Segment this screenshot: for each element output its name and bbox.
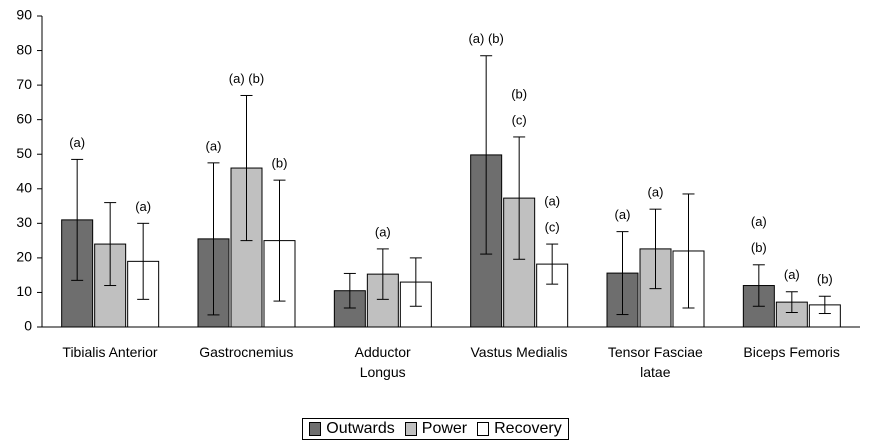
x-tick-label: Gastrocnemius <box>199 344 294 360</box>
annotation: (a) <box>206 138 222 153</box>
legend-swatch <box>309 422 322 436</box>
annotation: (b) <box>511 86 527 101</box>
y-tick-label: 70 <box>16 76 32 92</box>
y-tick-label: 60 <box>16 110 32 126</box>
y-tick-label: 20 <box>16 249 32 265</box>
legend: Outwards Power Recovery <box>0 418 871 440</box>
y-tick-label: 40 <box>16 179 32 195</box>
x-tick-label: Vastus Medialis <box>470 344 568 360</box>
annotation: (a) <box>135 199 151 214</box>
legend-swatch <box>477 422 490 436</box>
y-tick-label: 0 <box>24 318 32 334</box>
legend-item: Outwards <box>309 420 395 438</box>
annotation: (a) <box>784 267 800 282</box>
annotation: (b) <box>817 272 833 287</box>
annotation: (a) <box>375 224 391 239</box>
x-tick-label: Tensor Fasciae latae <box>607 344 703 380</box>
y-tick-label: 50 <box>16 145 32 161</box>
legend-label: Outwards <box>326 420 395 437</box>
legend-swatch <box>404 422 417 436</box>
annotation: (a) (b) <box>229 71 264 86</box>
x-tick-label: Biceps Femoris <box>743 344 840 360</box>
y-tick-label: 10 <box>16 283 32 299</box>
annotation: (a) <box>69 135 85 150</box>
annotation: (a) <box>648 185 664 200</box>
annotation: (a) <box>615 207 631 222</box>
annotation: (b) <box>751 240 767 255</box>
annotation: (a) (b) <box>468 31 503 46</box>
legend-label: Recovery <box>494 420 562 437</box>
annotation: (c) <box>512 112 527 127</box>
legend-box: Outwards Power Recovery <box>302 418 569 440</box>
y-tick-label: 80 <box>16 41 32 57</box>
annotation: (a) <box>544 194 560 209</box>
annotation: (b) <box>272 156 288 171</box>
legend-item: Recovery <box>477 420 562 438</box>
annotation: (a) <box>751 214 767 229</box>
y-tick-label: 90 <box>16 7 32 23</box>
y-tick-label: 30 <box>16 214 32 230</box>
x-tick-label: Adductor Longus <box>354 344 411 380</box>
annotation: (c) <box>545 220 560 235</box>
x-tick-label: Tibialis Anterior <box>62 344 158 360</box>
legend-label: Power <box>421 420 468 437</box>
legend-item: Power <box>404 420 468 438</box>
